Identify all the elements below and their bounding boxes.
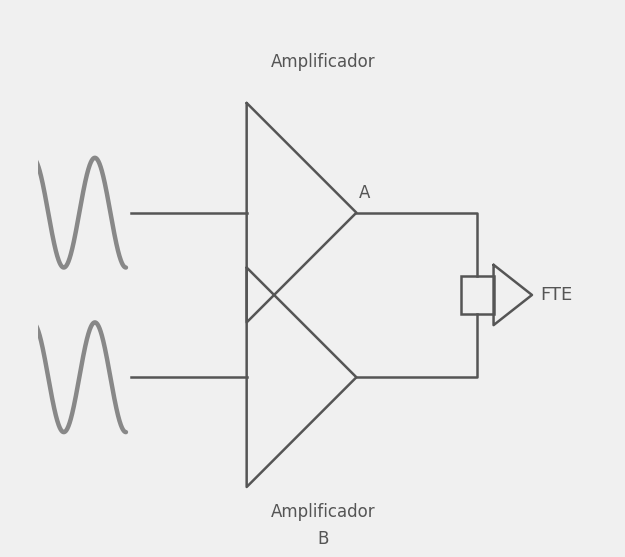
Bar [461,276,494,314]
Text: Amplificador: Amplificador [271,502,376,521]
Text: FTE: FTE [540,286,572,304]
Text: A: A [359,184,370,202]
Text: B: B [318,530,329,548]
Text: Amplificador: Amplificador [271,53,376,71]
